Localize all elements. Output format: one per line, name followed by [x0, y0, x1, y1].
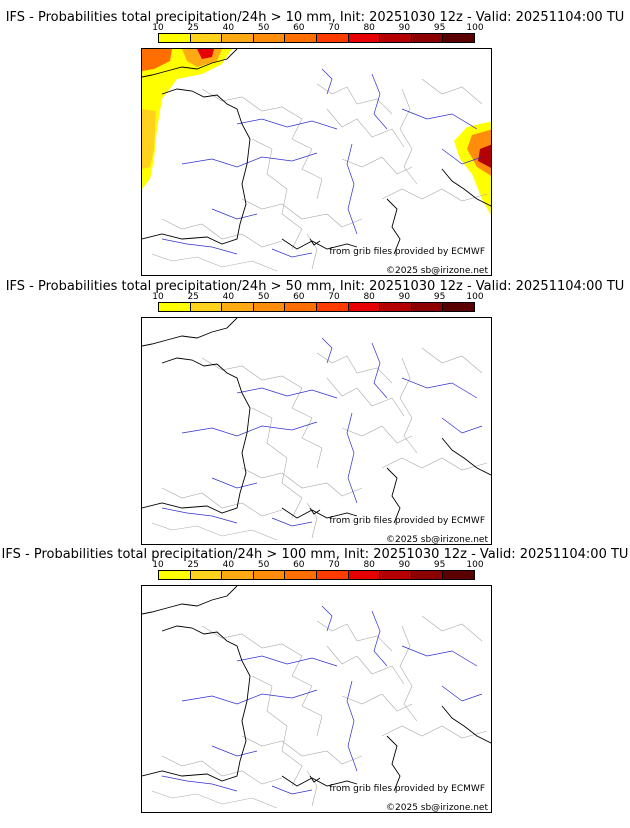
colorbar-ticks: 10 25 40 50 60 70 80 90 95 100 [152, 23, 483, 34]
colorbar-tick-label: 40 [222, 292, 235, 302]
colorbar-segment [411, 34, 444, 42]
colorbar-segment [348, 303, 381, 311]
probability-area [478, 144, 491, 168]
colorbar-segment [190, 571, 223, 579]
colorbar-segment [222, 34, 254, 42]
colorbar [158, 570, 475, 580]
colorbar-segment [411, 571, 444, 579]
colorbar-segment [285, 34, 317, 42]
colorbar-segment [253, 34, 286, 42]
colorbar-tick-label: 80 [363, 292, 375, 302]
colorbar-tick-label: 95 [433, 292, 446, 302]
colorbar-tick-label: 25 [187, 292, 199, 302]
colorbar-tick-label: 70 [328, 560, 340, 570]
colorbar-segment [348, 571, 381, 579]
colorbar-segment [190, 303, 223, 311]
colorbar-tick-label: 100 [466, 23, 484, 33]
colorbar-segment [380, 571, 412, 579]
probability-shading [142, 49, 491, 216]
colorbar-tick-label: 95 [433, 23, 446, 33]
panel-title: IFS - Probabilities total precipitation/… [5, 10, 625, 25]
colorbar-segment [159, 571, 191, 579]
rivers [161, 337, 483, 527]
colorbar [158, 302, 475, 312]
colorbar-tick-label: 60 [293, 23, 305, 33]
colorbar-ticks: 10 25 40 50 60 70 80 90 95 100 [152, 292, 483, 303]
colorbar-segment [443, 303, 474, 311]
colorbar-tick-label: 80 [363, 560, 375, 570]
coastlines [142, 318, 491, 524]
probability-area [142, 109, 156, 169]
map-panel-3: IFS - Probabilities total precipitation/… [0, 537, 630, 813]
map-frame: from grib files provided by ECMWF ©2025 … [141, 317, 492, 545]
colorbar-segment [253, 571, 286, 579]
panel-title: IFS - Probabilities total precipitation/… [1, 547, 629, 562]
rivers [161, 68, 483, 258]
colorbar-tick-label: 40 [222, 560, 235, 570]
colorbar-tick-label: 10 [152, 23, 164, 33]
colorbar-tick-label: 50 [257, 23, 270, 33]
colorbar-segment [348, 34, 381, 42]
source-credit: from grib files provided by ECMWF [329, 247, 485, 257]
map-canvas [142, 586, 491, 809]
colorbar-segment [190, 34, 223, 42]
copyright: ©2025 sb@irizone.net [386, 266, 488, 276]
colorbar-tick-label: 50 [257, 560, 270, 570]
admin-borders [151, 78, 488, 272]
colorbar-tick-label: 70 [328, 23, 340, 33]
probability-area [142, 49, 232, 189]
colorbar-segment [253, 303, 286, 311]
panel-title: IFS - Probabilities total precipitation/… [5, 279, 625, 294]
colorbar-segment [316, 571, 349, 579]
colorbar-segment [285, 303, 317, 311]
map-frame: from grib files provided by ECMWF ©2025 … [141, 48, 492, 276]
rivers [161, 605, 483, 795]
colorbar-ticks: 10 25 40 50 60 70 80 90 95 100 [152, 560, 483, 571]
colorbar-segment [159, 34, 191, 42]
admin-borders [151, 347, 488, 541]
colorbar-segment [316, 303, 349, 311]
colorbar-segment [159, 303, 191, 311]
colorbar-segment [443, 34, 474, 42]
colorbar-segment [316, 34, 349, 42]
colorbar [158, 33, 475, 43]
colorbar-tick-label: 40 [222, 23, 235, 33]
coastlines [142, 586, 491, 792]
admin-borders [151, 615, 488, 809]
map-panel-1: IFS - Probabilities total precipitation/… [0, 0, 630, 276]
colorbar-tick-label: 100 [466, 560, 484, 570]
source-credit: from grib files provided by ECMWF [329, 516, 485, 526]
colorbar-tick-label: 90 [398, 560, 411, 570]
colorbar-segment [443, 571, 474, 579]
colorbar-segment [285, 571, 317, 579]
colorbar-tick-label: 60 [293, 292, 305, 302]
copyright: ©2025 sb@irizone.net [386, 803, 488, 813]
coastlines [142, 49, 491, 255]
colorbar-segment [380, 303, 412, 311]
colorbar-segment [380, 34, 412, 42]
colorbar-segment [222, 303, 254, 311]
colorbar-tick-label: 25 [187, 23, 199, 33]
map-frame: from grib files provided by ECMWF ©2025 … [141, 585, 492, 813]
colorbar-tick-label: 80 [363, 23, 375, 33]
colorbar-tick-label: 90 [398, 23, 411, 33]
colorbar-tick-label: 50 [257, 292, 270, 302]
map-canvas [142, 49, 491, 272]
probability-area [197, 49, 214, 59]
colorbar-tick-label: 70 [328, 292, 340, 302]
colorbar-tick-label: 25 [187, 560, 199, 570]
colorbar-segment [411, 303, 444, 311]
colorbar-tick-label: 100 [466, 292, 484, 302]
source-credit: from grib files provided by ECMWF [329, 784, 485, 794]
colorbar-tick-label: 10 [152, 560, 164, 570]
colorbar-segment [222, 571, 254, 579]
colorbar-tick-label: 60 [293, 560, 305, 570]
colorbar-tick-label: 10 [152, 292, 164, 302]
map-panel-2: IFS - Probabilities total precipitation/… [0, 269, 630, 545]
copyright: ©2025 sb@irizone.net [386, 535, 488, 545]
map-canvas [142, 318, 491, 541]
probability-area [142, 49, 172, 71]
colorbar-tick-label: 95 [433, 560, 446, 570]
colorbar-tick-label: 90 [398, 292, 411, 302]
